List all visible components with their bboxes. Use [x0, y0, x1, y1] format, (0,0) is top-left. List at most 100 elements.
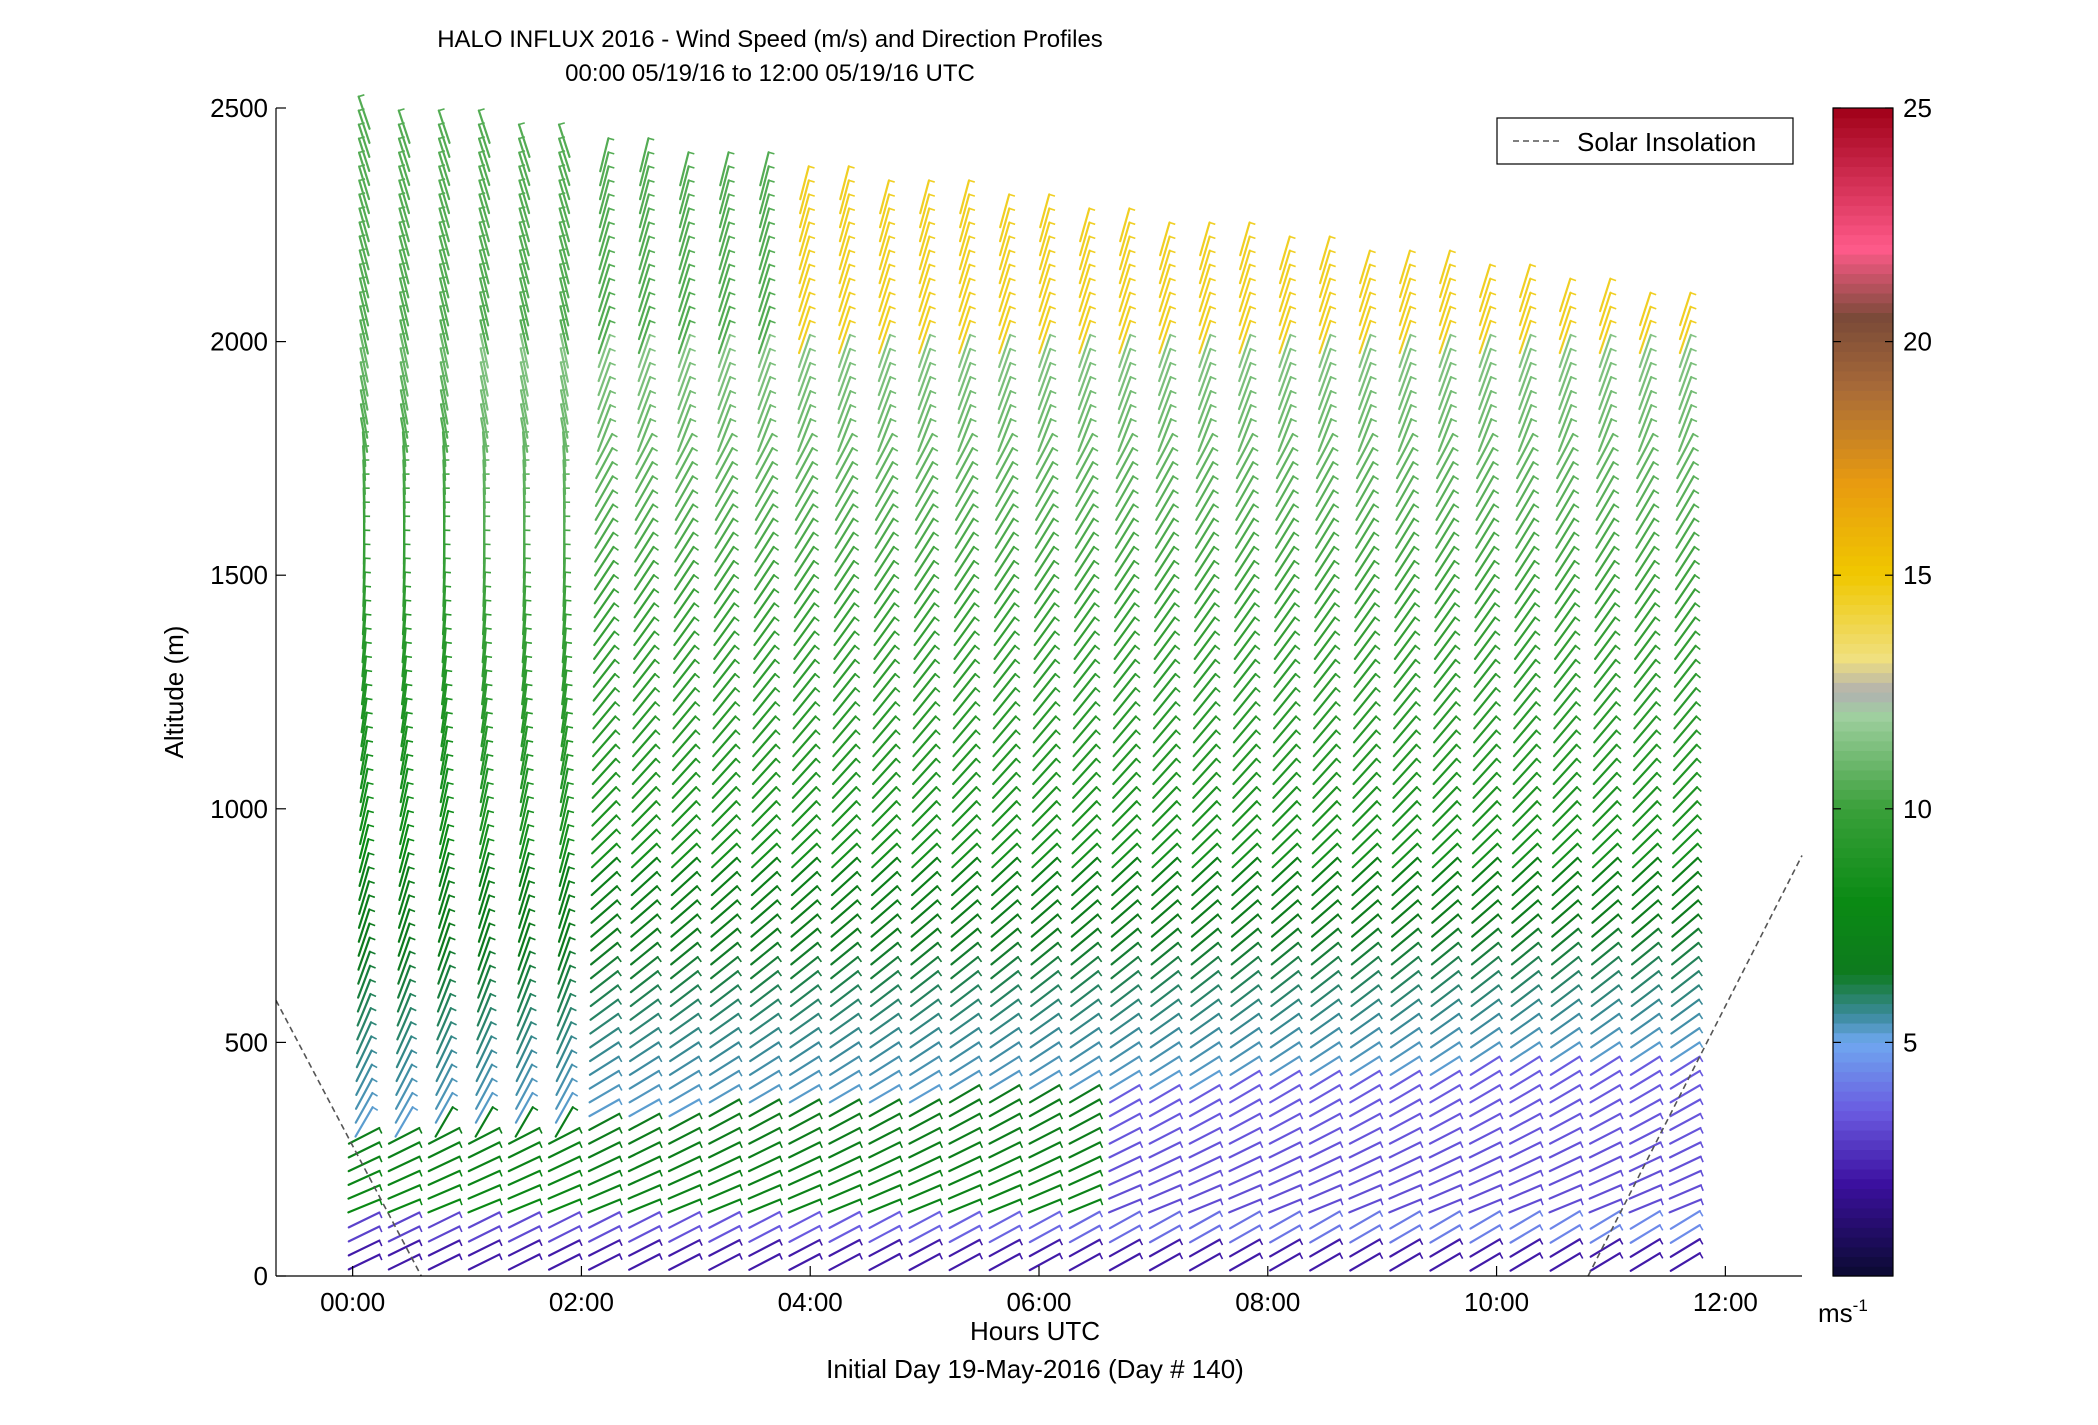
wind-barb-feather — [654, 715, 661, 722]
wind-barb — [677, 375, 692, 411]
wind-barb — [755, 461, 774, 494]
wind-barb-feather — [733, 602, 740, 608]
wind-barb-feather — [735, 730, 741, 736]
wind-barb-feather — [854, 616, 860, 622]
wind-barb — [632, 672, 657, 702]
wind-barb-feather — [816, 829, 822, 835]
wind-barb-feather — [367, 782, 374, 786]
wind-barb — [794, 489, 815, 521]
wind-barb — [399, 767, 409, 804]
wind-barb — [400, 697, 408, 734]
wind-barb — [831, 771, 858, 799]
wind-barb — [831, 786, 858, 813]
wind-barb-feather — [653, 602, 660, 608]
wind-barb — [358, 263, 370, 299]
wind-barb-feather — [688, 221, 696, 226]
wind-barb — [479, 347, 489, 383]
wind-barb-feather — [649, 390, 657, 395]
wind-barb-feather — [608, 165, 615, 169]
wind-barb — [557, 936, 571, 971]
wind-barb-feather — [698, 1142, 703, 1149]
wind-barb — [670, 927, 699, 952]
wind-barb — [712, 672, 737, 702]
wind-barb-feather — [737, 970, 743, 977]
wind-barb-feather — [489, 936, 496, 941]
wind-barb — [598, 165, 610, 201]
wind-barb-feather — [737, 984, 743, 991]
wind-barb-feather — [856, 928, 862, 934]
wind-barb-feather — [486, 725, 494, 729]
wind-barb-feather — [654, 701, 661, 707]
wind-barb — [355, 1049, 373, 1083]
wind-barb-feather — [693, 560, 700, 566]
wind-barb — [627, 1198, 662, 1214]
wind-barb-feather — [618, 1253, 623, 1261]
wind-barb-feather — [817, 1013, 823, 1020]
wind-barb — [668, 1055, 700, 1076]
wind-barb-feather — [817, 970, 823, 977]
wind-barb — [477, 964, 492, 999]
wind-barb-feather — [816, 928, 822, 934]
wind-barb-feather — [490, 979, 497, 983]
wind-barb-feather — [614, 645, 620, 651]
wind-barb-feather — [571, 1078, 578, 1083]
wind-barb-feather — [450, 979, 457, 983]
wind-barb-feather — [657, 984, 663, 991]
wind-barb-feather — [616, 928, 622, 934]
wind-barb-feather — [735, 800, 742, 807]
wind-barb-feather — [735, 758, 741, 764]
wind-barb-feather — [771, 433, 778, 438]
wind-barb-feather — [617, 1027, 623, 1034]
wind-barb — [755, 446, 774, 480]
wind-barb — [399, 753, 409, 790]
wind-barb-feather — [528, 824, 535, 828]
wind-barb-feather — [568, 880, 576, 884]
wind-barb-feather — [810, 390, 817, 395]
wind-barb — [480, 711, 488, 748]
wind-barb — [632, 715, 657, 744]
wind-barb-feather — [734, 701, 741, 707]
wind-barb — [634, 531, 655, 563]
wind-barb-feather — [654, 659, 660, 665]
wind-barb-feather — [498, 1142, 503, 1149]
wind-barb — [758, 277, 771, 313]
wind-barb-feather — [772, 489, 779, 495]
wind-barb — [399, 347, 409, 383]
wind-barb — [597, 347, 612, 383]
wind-barb-feather — [852, 461, 859, 466]
wind-barb — [519, 291, 530, 327]
wind-barb-feather — [371, 1063, 378, 1069]
wind-barb — [439, 347, 449, 383]
wind-barb — [759, 165, 770, 201]
wind-barb — [517, 936, 531, 971]
wind-barb-feather — [855, 730, 861, 736]
wind-barb — [507, 1239, 541, 1257]
wind-barb — [758, 263, 771, 299]
wind-barb-feather — [852, 447, 859, 452]
wind-barb — [709, 1041, 740, 1063]
wind-barb-feather — [526, 697, 533, 701]
wind-barb-feather — [774, 631, 780, 636]
wind-barb-feather — [732, 461, 739, 466]
wind-barb — [477, 109, 491, 144]
wind-barb-feather — [648, 207, 655, 211]
wind-barb-feather — [499, 1184, 503, 1192]
wind-barb — [440, 739, 449, 776]
wind-barb — [507, 1211, 541, 1229]
wind-barb-feather — [689, 334, 696, 338]
wind-barb-feather — [614, 730, 621, 736]
wind-barb-feather — [778, 1099, 783, 1106]
wind-barb — [519, 347, 529, 383]
wind-barb — [401, 641, 407, 678]
wind-barb-feather — [814, 659, 821, 665]
wind-barb — [670, 899, 699, 924]
wind-barb-feather — [408, 852, 415, 856]
wind-barb — [593, 588, 616, 619]
wind-barb-feather — [615, 814, 622, 821]
wind-barb — [360, 683, 368, 720]
wind-barb — [359, 739, 369, 776]
wind-barb — [752, 658, 777, 688]
wind-barb — [711, 800, 738, 827]
wind-barb — [830, 885, 859, 910]
wind-barb-feather — [652, 461, 659, 466]
